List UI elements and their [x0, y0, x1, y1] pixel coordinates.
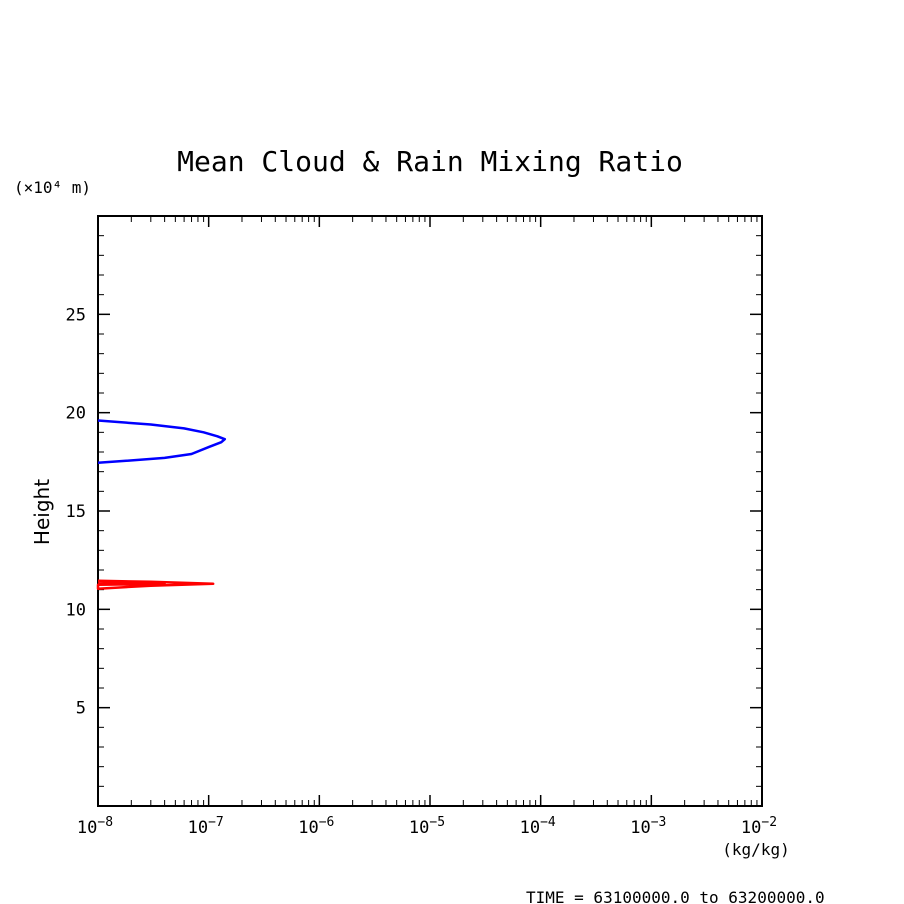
x-tick-label: 10−7 — [188, 815, 224, 838]
x-tick-label: 10−8 — [77, 815, 113, 838]
time-footer: TIME = 63100000.0 to 63200000.0 — [526, 888, 825, 904]
y-tick-label: 15 — [66, 502, 86, 522]
major-ticks — [98, 216, 762, 806]
series-lines — [96, 419, 227, 590]
x-tick-label: 10−5 — [409, 815, 445, 838]
chart-title: Mean Cloud & Rain Mixing Ratio — [177, 145, 683, 178]
y-tick-label: 25 — [66, 305, 86, 325]
y-tick-labels: 5 10 15 20 25 — [66, 305, 86, 718]
x-tick-labels: 10−8 10−7 10−6 10−5 10−4 10−3 10−2 — [77, 815, 777, 838]
y-tick-label: 10 — [66, 600, 86, 620]
y-tick-label: 5 — [76, 699, 86, 719]
series-line-1 — [97, 419, 227, 465]
minor-ticks — [98, 216, 762, 806]
series-line-2 — [96, 579, 215, 590]
x-tick-label: 10−3 — [630, 815, 666, 838]
x-tick-label: 10−6 — [298, 815, 334, 838]
y-tick-label: 20 — [66, 404, 86, 424]
x-axis-label: (kg/kg) — [722, 840, 789, 859]
x-tick-label: 10−2 — [741, 815, 777, 838]
plot-frame — [97, 215, 763, 807]
y-unit-label: (×10⁴ m) — [14, 178, 91, 197]
x-tick-label: 10−4 — [520, 815, 556, 838]
y-axis-label: Height — [30, 479, 54, 545]
